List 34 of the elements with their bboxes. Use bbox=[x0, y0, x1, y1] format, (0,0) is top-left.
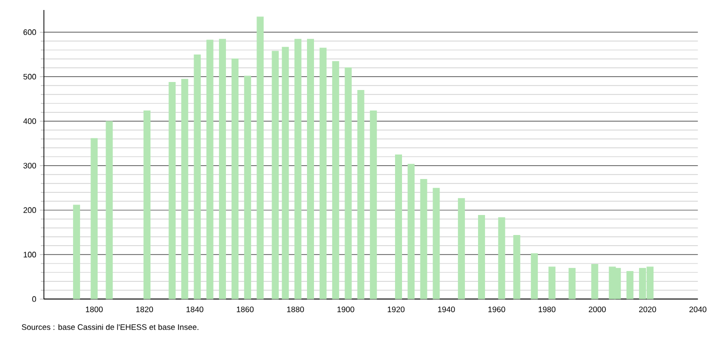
bar bbox=[206, 40, 214, 300]
bar bbox=[106, 121, 113, 300]
bar bbox=[432, 188, 440, 300]
bar bbox=[395, 154, 402, 300]
bar bbox=[181, 78, 188, 300]
bar bbox=[626, 271, 634, 300]
bar bbox=[568, 268, 576, 300]
bar bbox=[478, 215, 486, 300]
bar bbox=[244, 76, 252, 300]
bar bbox=[548, 266, 556, 300]
bar bbox=[420, 179, 428, 300]
bar bbox=[294, 38, 302, 300]
bar bbox=[73, 204, 80, 300]
bar bbox=[357, 90, 364, 300]
bar bbox=[344, 67, 352, 300]
bar bbox=[194, 54, 201, 300]
bar bbox=[458, 198, 465, 300]
bar bbox=[144, 110, 150, 300]
bar bbox=[256, 16, 264, 300]
bar bbox=[218, 38, 226, 300]
bar bbox=[332, 61, 340, 300]
bar bbox=[370, 110, 377, 300]
bar bbox=[232, 58, 239, 300]
bar bbox=[513, 235, 520, 300]
bar bbox=[272, 50, 279, 300]
bar bbox=[282, 46, 289, 300]
bar bbox=[498, 217, 506, 300]
bar bbox=[320, 48, 327, 300]
bar bbox=[408, 164, 415, 300]
bar bbox=[530, 253, 538, 300]
bar bbox=[90, 138, 98, 300]
bar bbox=[591, 264, 598, 300]
bar bbox=[307, 38, 314, 300]
bar bbox=[168, 82, 176, 300]
